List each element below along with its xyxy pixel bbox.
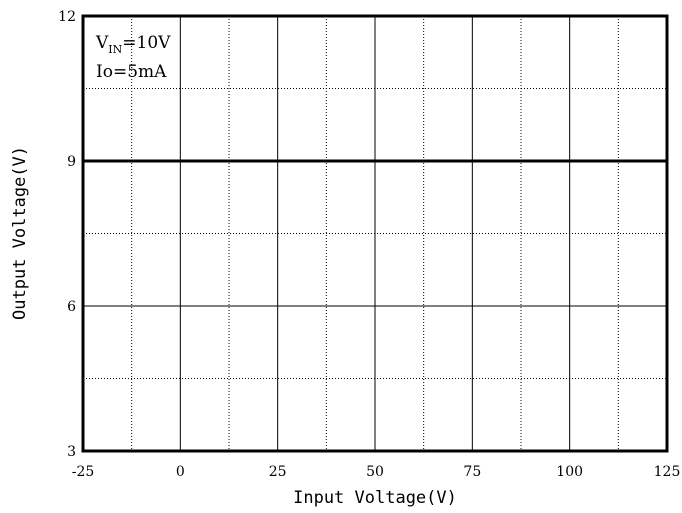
x-tick-label: 75 <box>463 464 481 480</box>
annotation-vin-main: V <box>95 33 109 53</box>
annotation-io: Io=5mA <box>96 62 167 82</box>
annotation-vin-sub: IN <box>108 43 122 56</box>
x-axis-label: Input Voltage(V) <box>293 488 457 508</box>
y-tick-label: 12 <box>58 9 76 25</box>
plot-frame <box>81 14 669 453</box>
y-tick-label: 9 <box>67 154 76 170</box>
annotation-vin-value: =10V <box>122 33 171 53</box>
x-tick-labels: -25 0 25 50 75 100 125 <box>72 464 681 480</box>
grid <box>83 16 667 451</box>
y-tick-labels: 3 6 9 12 <box>58 9 76 460</box>
x-tick-label: 50 <box>366 464 384 480</box>
y-tick-label: 6 <box>67 299 76 315</box>
x-tick-label: -25 <box>72 464 95 480</box>
x-tick-label: 25 <box>269 464 287 480</box>
x-tick-label: 125 <box>654 464 681 480</box>
x-tick-label: 100 <box>556 464 583 480</box>
y-tick-label: 3 <box>67 444 76 460</box>
y-axis-label: Output Voltage(V) <box>10 146 30 320</box>
x-tick-label: 0 <box>176 464 185 480</box>
annotation-vin: VIN=10V <box>95 33 171 56</box>
